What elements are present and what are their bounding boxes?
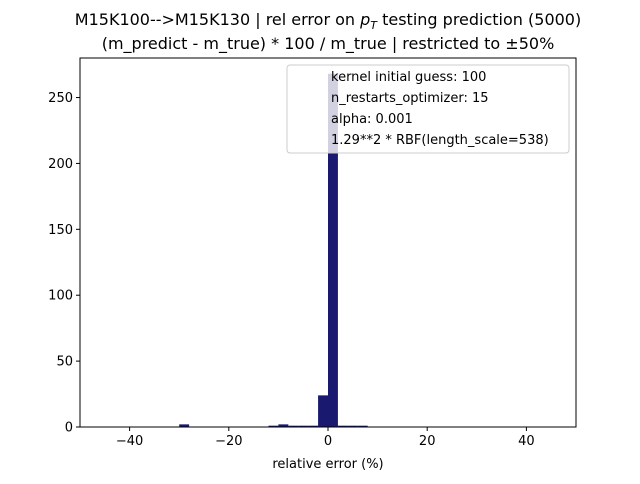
histogram-bar: [318, 395, 328, 427]
x-tick-label: 40: [518, 434, 535, 449]
legend-box: [286, 64, 570, 154]
histogram-bar: [308, 425, 319, 427]
histogram-bar: [347, 425, 358, 427]
histogram-bar: [357, 425, 368, 427]
ticks-layer: −40 −20 0 20 40 0 50 100 150 200 250: [48, 91, 535, 449]
chart-title-suffix: testing prediction (5000): [377, 10, 581, 29]
histogram-bar: [288, 425, 299, 427]
histogram-bar: [298, 425, 309, 427]
legend-entry-kernel: 1.29**2 * RBF(length_scale=538): [331, 133, 549, 148]
chart-title: M15K100-->M15K130 | rel error on pT test…: [75, 10, 581, 32]
x-tick-label: 0: [324, 434, 332, 449]
x-tick-label: −40: [116, 434, 143, 449]
histogram-bar: [328, 73, 338, 428]
chart-subtitle: (m_predict - m_true) * 100 / m_true | re…: [102, 34, 555, 54]
legend: kernel initial guess: 100 n_restarts_opt…: [286, 64, 570, 154]
x-tick-label: −20: [215, 434, 242, 449]
histogram-bar: [278, 424, 289, 427]
y-tick-label: 50: [56, 355, 73, 370]
x-tick-label: 20: [419, 434, 436, 449]
chart-title-prefix: M15K100-->M15K130 | rel error on: [75, 10, 360, 29]
y-tick-label: 250: [48, 91, 73, 106]
y-tick-label: 150: [48, 223, 73, 238]
bars-layer: [179, 73, 368, 428]
x-axis-label: relative error (%): [272, 457, 383, 472]
histogram-bar: [179, 424, 190, 427]
legend-entry-alpha: alpha: 0.001: [331, 112, 413, 127]
legend-entry-n-restarts: n_restarts_optimizer: 15: [331, 91, 489, 106]
histogram-bar: [268, 425, 279, 427]
legend-entry-kernel-guess: kernel initial guess: 100: [331, 70, 486, 85]
y-tick-label: 100: [48, 289, 73, 304]
y-tick-label: 0: [65, 421, 73, 436]
y-tick-label: 200: [48, 157, 73, 172]
chart-title-subscript: T: [370, 19, 378, 32]
chart-title-symbol: p: [359, 10, 370, 29]
histogram-bar: [337, 425, 348, 427]
